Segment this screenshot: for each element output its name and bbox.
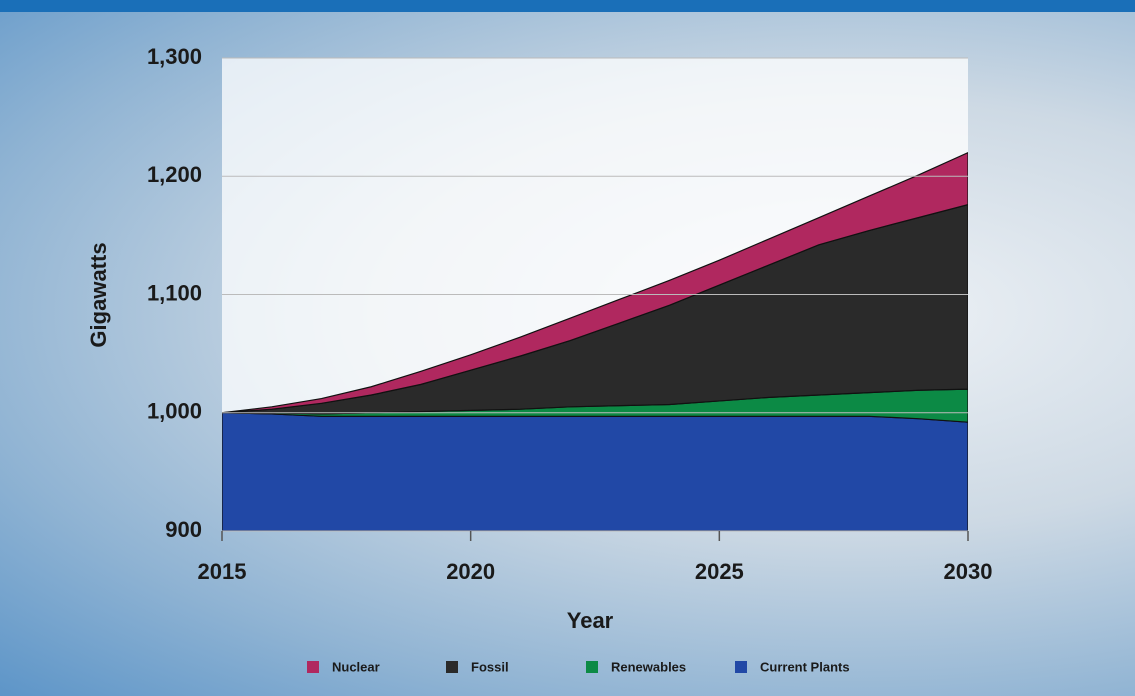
- x-tick-label: 2030: [944, 559, 993, 584]
- y-axis-label: Gigawatts: [86, 242, 111, 347]
- y-tick-label: 1,300: [147, 44, 202, 69]
- y-tick-label: 1,100: [147, 280, 202, 305]
- x-axis-label: Year: [567, 608, 614, 633]
- legend-label: Current Plants: [760, 659, 850, 674]
- y-tick-label: 1,000: [147, 399, 202, 424]
- legend-swatch: [446, 661, 458, 673]
- legend-label: Fossil: [471, 659, 509, 674]
- areas: [222, 151, 968, 531]
- legend-label: Nuclear: [332, 659, 380, 674]
- area: [222, 151, 968, 414]
- area: [222, 412, 968, 531]
- legend-swatch: [735, 661, 747, 673]
- y-tick-label: 1,200: [147, 162, 202, 187]
- top-bar: [0, 0, 1135, 12]
- legend-label: Renewables: [611, 659, 686, 674]
- x-tick-label: 2015: [198, 559, 247, 584]
- y-tick-label: 900: [165, 517, 202, 542]
- legend-swatch: [586, 661, 598, 673]
- x-tick-label: 2020: [446, 559, 495, 584]
- legend-swatch: [307, 661, 319, 673]
- x-tick-label: 2025: [695, 559, 744, 584]
